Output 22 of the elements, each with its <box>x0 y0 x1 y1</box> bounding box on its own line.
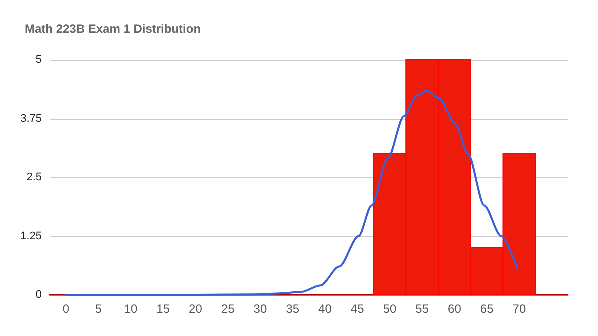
x-tick-label: 40 <box>318 302 332 316</box>
x-tick-label: 55 <box>416 302 430 316</box>
x-tick-label: 5 <box>95 302 102 316</box>
x-tick-label: 15 <box>156 302 170 316</box>
line-series <box>65 90 518 296</box>
x-tick-label: 35 <box>286 302 300 316</box>
y-tick-label: 2.5 <box>26 172 42 184</box>
y-tick-label: 1.25 <box>20 230 42 242</box>
x-tick-label: 0 <box>62 302 70 316</box>
x-tick-label: 30 <box>254 302 268 316</box>
x-tick-label: 20 <box>189 302 203 316</box>
x-tick-label: 70 <box>512 302 526 316</box>
x-tick-label: 10 <box>124 302 138 316</box>
x-tick-label: 50 <box>383 302 397 316</box>
y-tick-label: 3.75 <box>20 112 42 125</box>
x-tick-label: 60 <box>448 302 462 316</box>
x-tick-label: 45 <box>350 302 365 316</box>
x-tick-label: 25 <box>221 302 236 316</box>
x-tick-label: 65 <box>480 302 494 316</box>
chart-title: Math 223B Exam 1 Distribution <box>25 22 202 36</box>
y-tick-label: 0 <box>36 289 42 301</box>
y-tick-label: 5 <box>36 54 42 66</box>
